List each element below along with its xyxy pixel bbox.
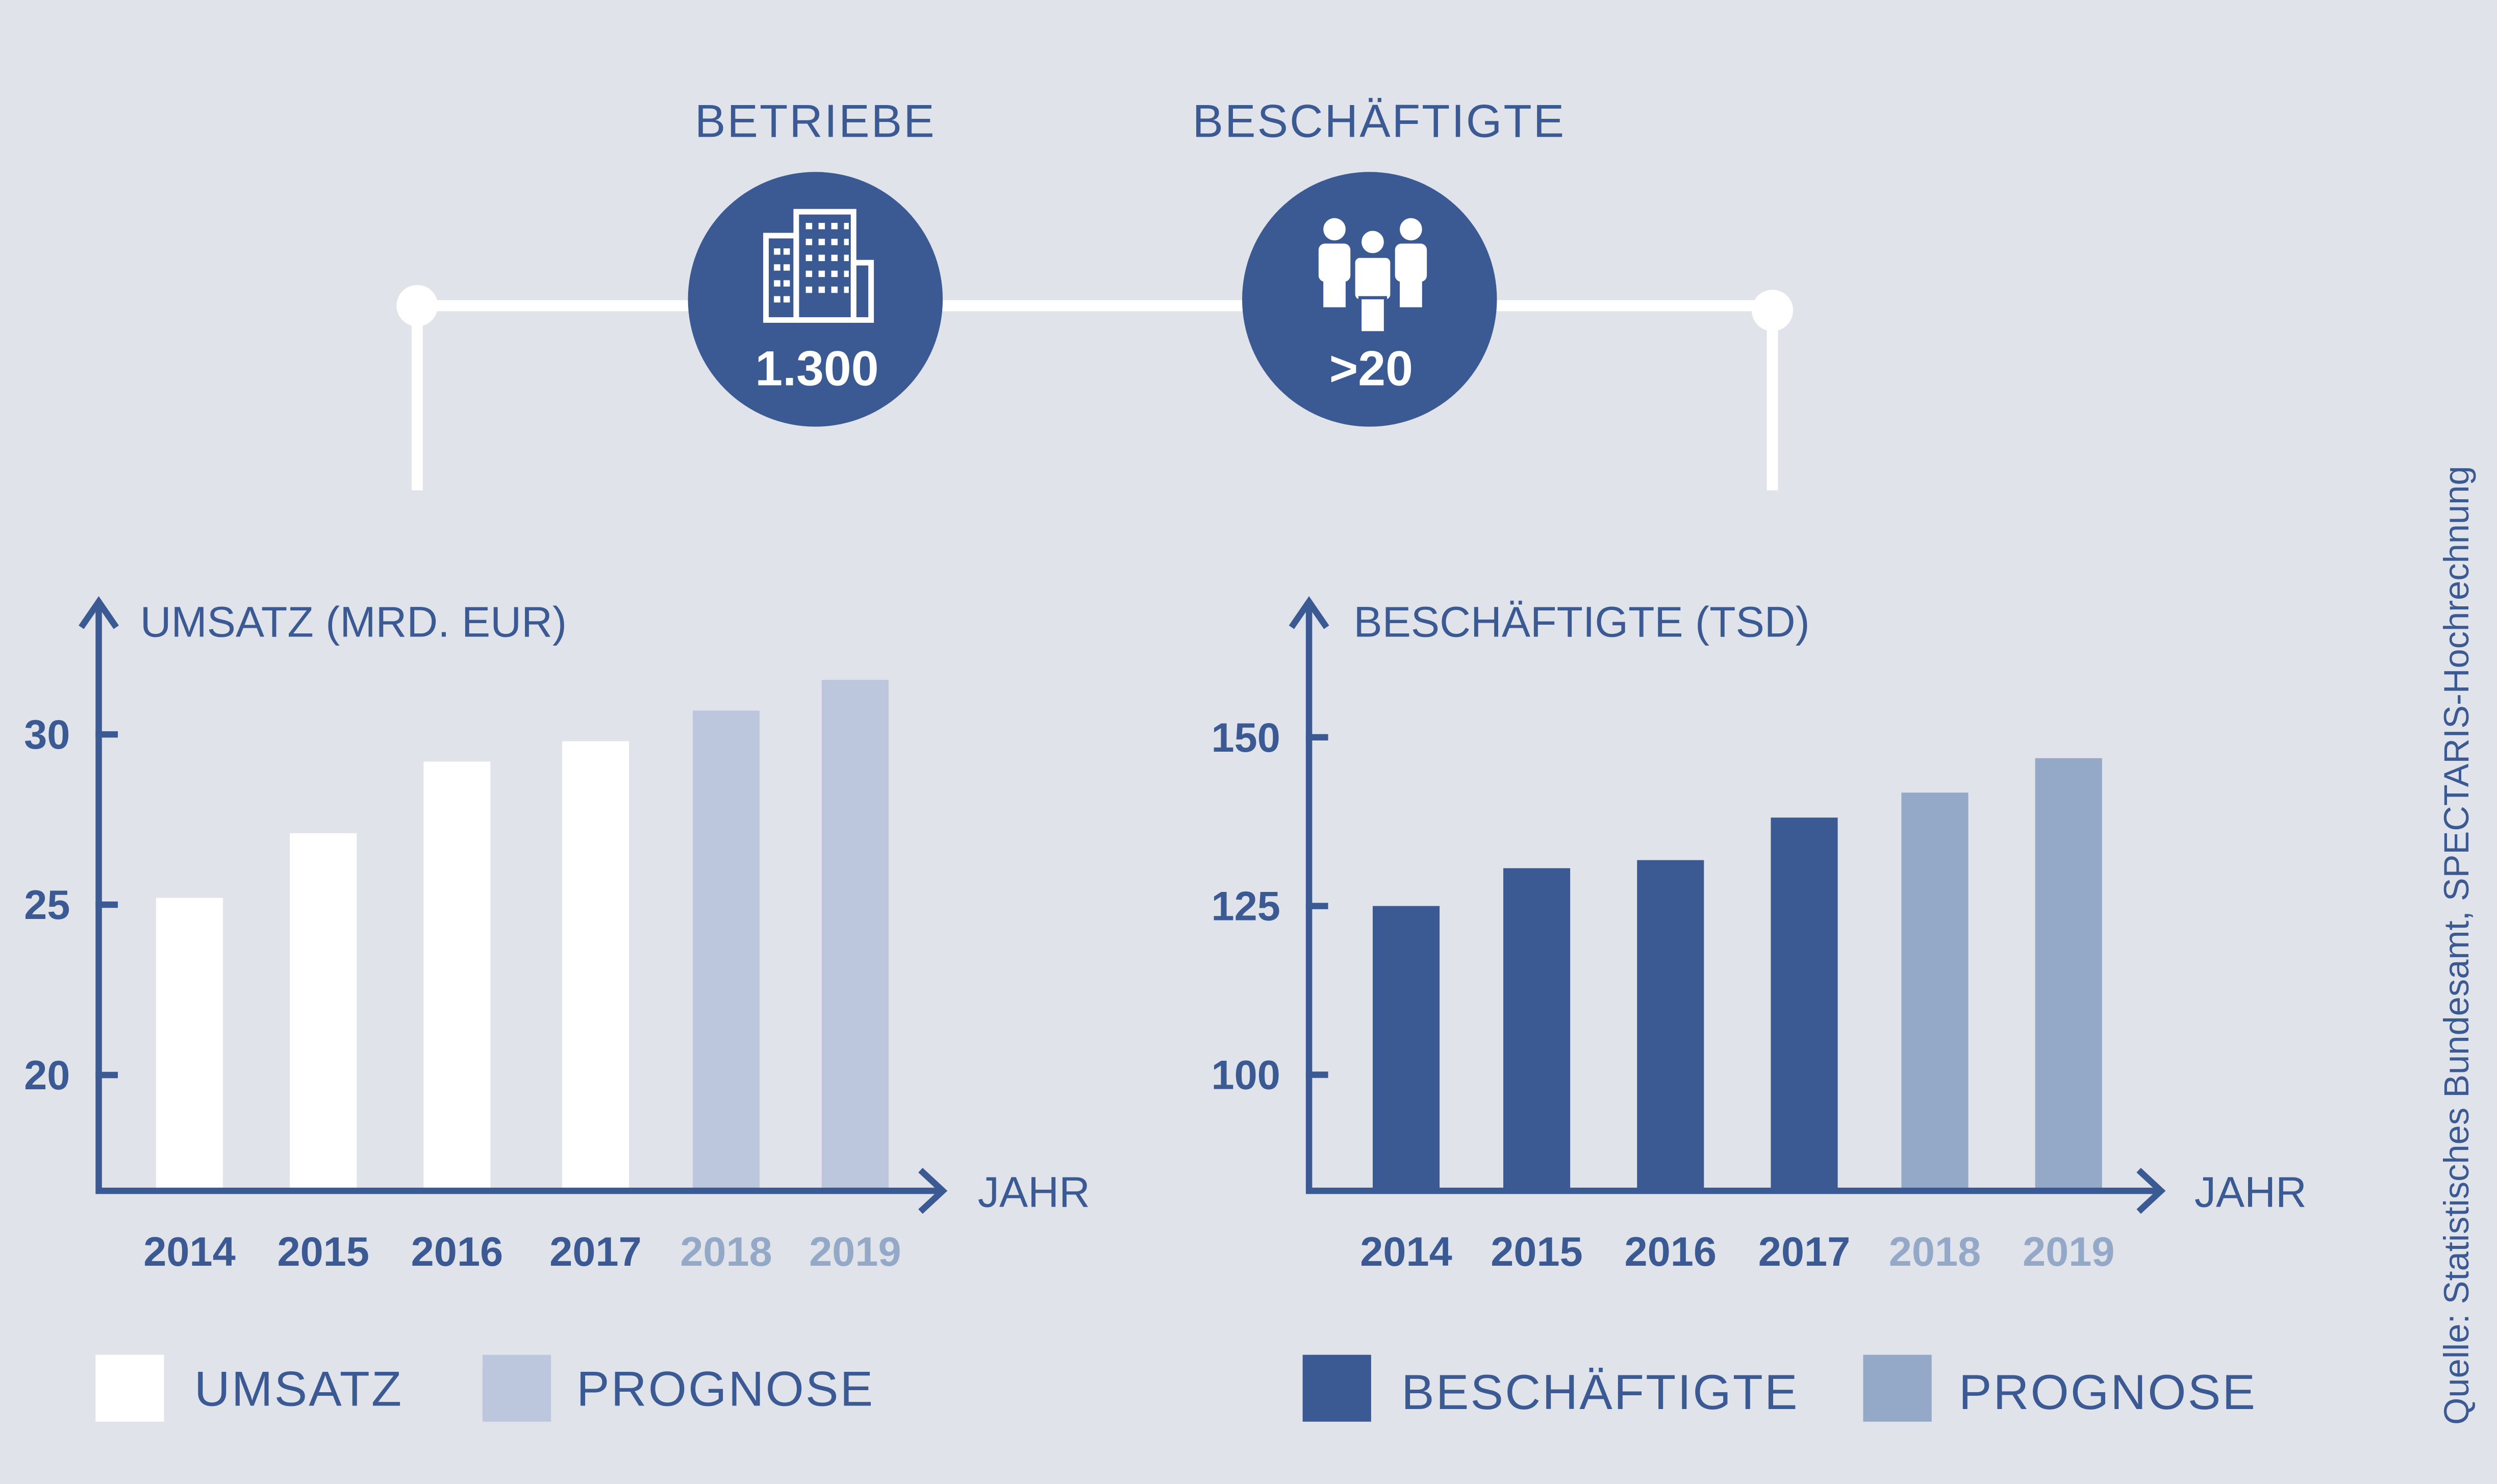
x-tick-label: 2016 [1624, 1229, 1717, 1275]
legend-label-prognose-left: PROGNOSE [576, 1361, 875, 1417]
kpi-label-beschaeftigte: BESCHÄFTIGTE [1192, 97, 1566, 148]
bar-2014 [1372, 906, 1440, 1191]
legend-swatch-beschaeftigte [1302, 1354, 1371, 1422]
y-tick-label: 100 [1212, 1053, 1280, 1098]
x-tick-label: 2017 [549, 1229, 642, 1275]
y-axis-arrow-icon [79, 596, 119, 629]
bar-2015 [1503, 868, 1571, 1191]
x-tick-label: 2014 [143, 1229, 236, 1275]
people-group-icon [1318, 218, 1427, 335]
bar-2017 [1771, 817, 1838, 1191]
y-axis-title: UMSATZ (MRD. EUR) [140, 598, 567, 646]
bar-2018 [1901, 792, 1969, 1191]
x-tick-label: 2019 [809, 1229, 901, 1275]
legend-swatch-prognose-right [1863, 1354, 1932, 1422]
y-tick-label: 20 [24, 1053, 70, 1098]
x-axis-arrow-icon [918, 1167, 948, 1214]
kpi-value-beschaeftigte: >20 [1329, 341, 1413, 397]
x-tick-label: 2015 [1491, 1229, 1583, 1275]
x-tick-label: 2018 [680, 1229, 772, 1275]
y-tick-label: 150 [1212, 715, 1280, 761]
y-tick-label: 25 [24, 882, 70, 928]
x-tick-label: 2014 [1360, 1229, 1452, 1275]
bar-2019 [821, 680, 889, 1191]
x-axis-title: JAHR [978, 1168, 1090, 1216]
x-tick-label: 2019 [2023, 1229, 2115, 1275]
x-axis-arrow-icon [2136, 1167, 2166, 1214]
bar-2017 [562, 741, 629, 1191]
legend-label-prognose-right: PROGNOSE [1958, 1364, 2257, 1420]
legend-label-umsatz: UMSATZ [194, 1361, 403, 1417]
kpi-circle-betriebe [688, 172, 943, 427]
bar-2016 [1637, 860, 1704, 1191]
bar-2015 [290, 833, 357, 1191]
bar-2016 [423, 761, 491, 1191]
x-axis-title: JAHR [2195, 1168, 2307, 1216]
bar-2014 [156, 898, 223, 1191]
x-tick-label: 2017 [1758, 1229, 1851, 1275]
x-tick-label: 2018 [1889, 1229, 1981, 1275]
legend-swatch-prognose-left [482, 1354, 551, 1422]
legend-swatch-umsatz [95, 1354, 164, 1422]
axes [95, 605, 940, 1194]
legend-label-beschaeftigte: BESCHÄFTIGTE [1401, 1364, 1799, 1420]
x-tick-label: 2016 [411, 1229, 503, 1275]
y-axis-arrow-icon [1289, 596, 1329, 629]
bar-2019 [2035, 758, 2102, 1191]
y-tick-label: 30 [24, 712, 70, 758]
source-note: Quelle: Statistisches Bundesamt, SPECTAR… [2436, 466, 2477, 1425]
x-tick-label: 2015 [277, 1229, 369, 1275]
timeline-node-left [396, 285, 438, 326]
timeline-node-right [1751, 290, 1794, 331]
building-icon [763, 209, 874, 323]
kpi-value-betriebe: 1.300 [755, 341, 879, 397]
bar-2018 [692, 710, 760, 1191]
y-axis-title: BESCHÄFTIGTE (TSD) [1354, 598, 1810, 646]
y-tick-label: 125 [1212, 884, 1280, 930]
axes [1305, 605, 2158, 1194]
kpi-label-betriebe: BETRIEBE [694, 97, 936, 148]
